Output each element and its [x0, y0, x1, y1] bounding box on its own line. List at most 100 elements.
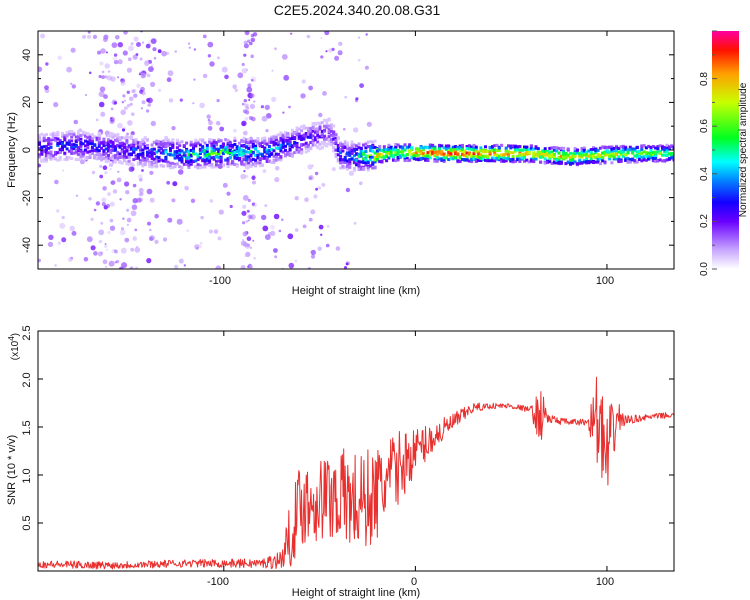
spectrogram-speckle — [146, 109, 150, 113]
spectrogram-cell — [672, 158, 674, 162]
spectrogram-speckle — [131, 204, 138, 210]
spectrogram-cell — [405, 159, 409, 163]
spectrogram-cell — [649, 153, 653, 157]
spectrogram-speckle — [166, 180, 171, 185]
spectrogram-cell — [502, 156, 506, 160]
snr-ytick-label-05: 0.5 — [21, 515, 33, 530]
spectrogram-cell — [90, 151, 94, 155]
spectrogram-cell — [346, 167, 349, 171]
spectrogram-speckle — [126, 90, 130, 95]
spectrogram-speckle — [243, 53, 247, 57]
spectrogram-cell — [631, 147, 635, 151]
spectrogram-cell — [100, 146, 104, 150]
spectrogram-speckle — [112, 56, 118, 61]
spectrogram-cell — [215, 143, 218, 147]
spectrogram-cell — [61, 148, 64, 152]
spectrogram-speckle — [128, 166, 135, 172]
spectrogram-cell — [118, 145, 122, 149]
spectrogram-cell — [141, 151, 145, 155]
spectrogram-cell — [509, 158, 513, 162]
spectrogram-speckle — [246, 39, 251, 43]
spectrogram-cell — [428, 156, 432, 160]
spectrogram-speckle — [344, 266, 347, 269]
spectrogram-cell — [226, 138, 230, 142]
spectrogram-cell — [244, 161, 248, 165]
spectrogram-speckle — [310, 249, 316, 256]
spectrogram-cell — [401, 150, 405, 154]
spectrogram-speckle — [273, 213, 280, 220]
spectrogram-speckle — [222, 182, 228, 188]
spectrogram-speckle — [134, 266, 139, 269]
spectrogram-cell — [566, 160, 570, 164]
colorbar-label: Normalized spectral amplitude — [738, 82, 749, 217]
spectrogram-speckle — [120, 78, 125, 83]
spectrogram-cell — [81, 130, 85, 134]
spectrogram-cell — [44, 133, 48, 137]
spectrogram-cell — [272, 138, 276, 142]
spectrogram-cell — [375, 149, 379, 153]
spectrogram-cell — [141, 163, 145, 167]
spectrogram-cell — [426, 155, 430, 159]
spectrogram-speckle — [107, 70, 111, 73]
spectrogram-cell — [479, 153, 483, 157]
spectrogram-speckle — [274, 255, 278, 259]
spectrogram-speckle — [90, 217, 94, 221]
spectrogram-cell — [63, 144, 67, 148]
spectrogram-speckle — [244, 174, 249, 179]
spectrogram-speckle — [232, 84, 237, 89]
spectrogram-cell — [398, 145, 402, 149]
spectrogram-speckle — [174, 50, 177, 53]
spectrogram-cell — [536, 147, 540, 151]
spectrogram-cell — [274, 137, 278, 141]
spectrogram-cell — [364, 154, 368, 158]
spectrogram-cell — [644, 158, 648, 162]
spectrogram-cell — [175, 151, 179, 155]
spectrogram-cell — [465, 155, 469, 159]
spectrogram-cell — [316, 136, 320, 140]
spectrogram-cell — [467, 147, 471, 151]
spectrogram-cell — [242, 149, 246, 153]
spectrogram-cell — [187, 150, 191, 154]
spectrogram-cell — [88, 137, 92, 141]
spectrogram-cell — [359, 154, 363, 158]
spectrogram-cell — [456, 147, 460, 151]
spectrogram-cell — [578, 159, 582, 163]
spectrogram-speckle — [243, 40, 248, 45]
spectrogram-cell — [65, 147, 69, 151]
spectrogram-cell — [610, 149, 614, 153]
spectrogram-cell — [339, 161, 343, 165]
spectrogram-cell — [419, 156, 423, 160]
spectrogram-speckle — [310, 209, 316, 215]
spectrogram-cell — [341, 146, 345, 150]
spectrogram-cell — [647, 157, 651, 161]
spectrogram-cell — [529, 144, 533, 148]
spectrogram-cell — [389, 147, 393, 151]
spectrogram-cell — [235, 147, 239, 151]
spectrogram-cell — [113, 145, 117, 149]
spectrogram-cell — [534, 145, 538, 149]
spectrogram-cell — [215, 147, 218, 151]
spectrogram-speckle — [53, 102, 59, 108]
spectrogram-cell — [88, 142, 92, 146]
spectrogram-cell — [562, 155, 566, 159]
spectrogram-cell — [539, 150, 543, 154]
spectrogram-speckle — [183, 264, 186, 267]
spectrogram-cell — [226, 165, 230, 169]
spectrogram-cell — [286, 139, 290, 142]
spectrogram-cell — [249, 140, 253, 144]
spectrogram-cell — [233, 136, 237, 140]
spectrogram-cell — [178, 143, 182, 147]
spectrogram-cell — [552, 155, 556, 158]
spectrogram-cell — [74, 150, 78, 154]
spectrogram-cell — [221, 152, 225, 156]
spectrogram-cell — [42, 133, 46, 137]
spectrogram-cell — [366, 140, 370, 144]
spectrogram-cell — [164, 145, 168, 149]
spectrogram-cell — [300, 134, 304, 138]
spectrogram-speckle — [152, 47, 157, 52]
spectrogram-cell — [72, 131, 76, 135]
spectrogram-cell — [157, 159, 161, 163]
spectrogram-cell — [231, 150, 235, 154]
spectrogram-speckle — [47, 241, 54, 248]
spectrogram-cell — [382, 147, 386, 151]
